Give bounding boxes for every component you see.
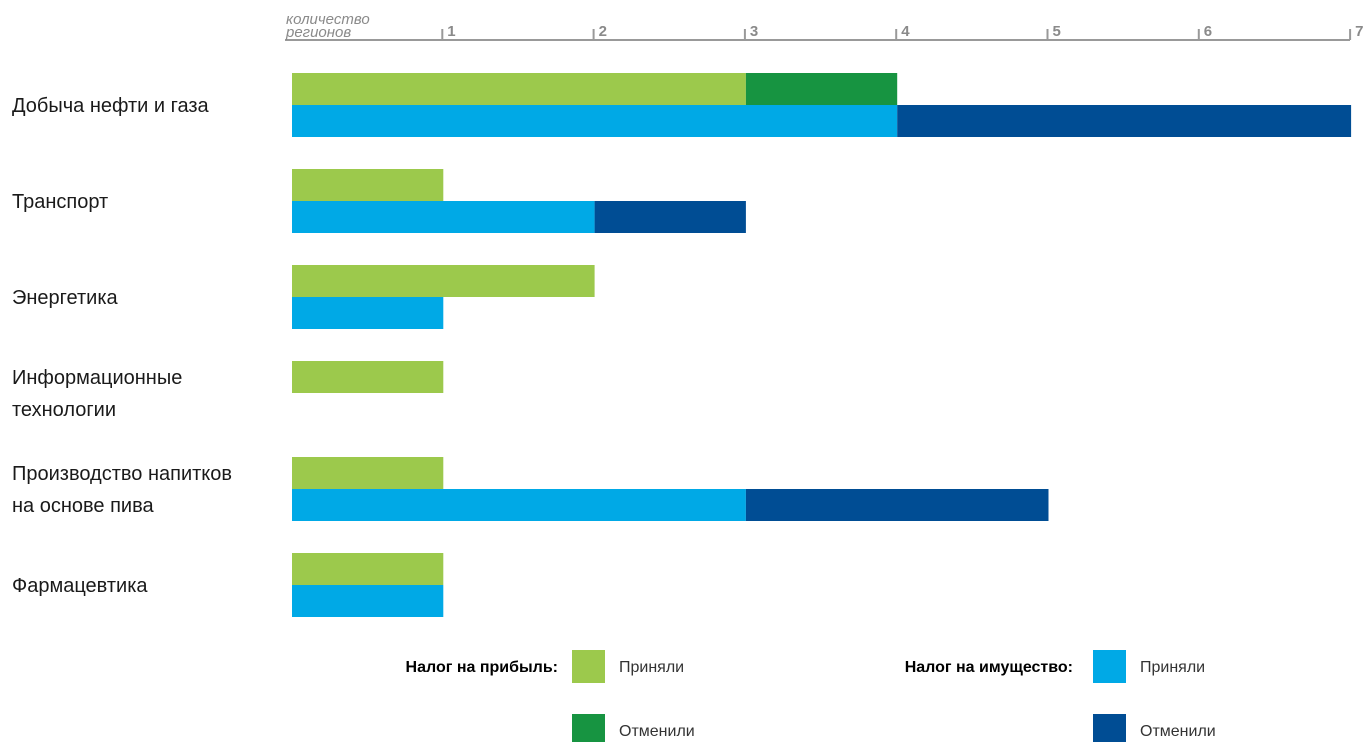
x-axis-ticks: 1 2 3 4 5 6 7 xyxy=(441,23,1363,40)
x-tick-label: 3 xyxy=(750,23,758,40)
legend-title: Налог на прибыль: xyxy=(406,659,558,676)
x-tick-label: 7 xyxy=(1355,23,1363,40)
category-label: Информационные xyxy=(12,367,182,389)
legend-label: Отменили xyxy=(619,723,695,740)
bar-property-tax-cancelled xyxy=(897,105,1352,137)
x-tick-label: 6 xyxy=(1204,23,1212,40)
bars xyxy=(292,73,1352,617)
category-label: на основе пива xyxy=(12,495,154,517)
bar-property-tax-adopted xyxy=(292,201,595,233)
legend-title: Налог на имущество: xyxy=(905,659,1073,676)
legend-swatch xyxy=(572,650,605,683)
category-label: Производство напитков xyxy=(12,463,232,485)
legend-swatch xyxy=(1093,714,1126,742)
legend-swatch xyxy=(1093,650,1126,683)
x-tick-label: 2 xyxy=(599,23,607,40)
category-label: Транспорт xyxy=(12,191,108,213)
category-label: технологии xyxy=(12,399,116,421)
bar-property-tax-adopted xyxy=(292,297,444,329)
bar-profit-tax-cancelled xyxy=(745,73,898,105)
category-label: Добыча нефти и газа xyxy=(12,95,210,117)
bar-property-tax-adopted xyxy=(292,585,444,617)
bar-profit-tax-adopted xyxy=(292,169,444,201)
bar-property-tax-adopted xyxy=(292,489,746,521)
legend: Налог на прибыль: Приняли Отменили Налог на… xyxy=(406,650,1216,742)
axis-title-line-2: регионов xyxy=(285,24,351,41)
legend-swatch xyxy=(572,714,605,742)
category-label: Энергетика xyxy=(12,287,119,309)
axis-title-line-1: количество xyxy=(286,11,370,28)
bar-profit-tax-adopted xyxy=(292,73,746,105)
bar-profit-tax-adopted xyxy=(292,457,444,489)
bar-property-tax-adopted xyxy=(292,105,898,137)
x-axis: количество регионов 1 2 3 4 5 6 7 xyxy=(285,11,1363,41)
category-label: Фармацевтика xyxy=(12,575,148,597)
category-labels: Добыча нефти и газа Транспорт Энергетика Ин… xyxy=(12,95,232,597)
legend-label: Приняли xyxy=(1140,659,1205,676)
bar-profit-tax-adopted xyxy=(292,361,444,393)
bar-profit-tax-adopted xyxy=(292,553,444,585)
bar-property-tax-cancelled xyxy=(594,201,746,233)
x-tick-label: 5 xyxy=(1053,23,1061,40)
legend-label: Отменили xyxy=(1140,723,1216,740)
bar-property-tax-cancelled xyxy=(745,489,1049,521)
legend-label: Приняли xyxy=(619,659,684,676)
bar-profit-tax-adopted xyxy=(292,265,595,297)
x-tick-label: 1 xyxy=(447,23,455,40)
x-tick-label: 4 xyxy=(901,23,910,40)
